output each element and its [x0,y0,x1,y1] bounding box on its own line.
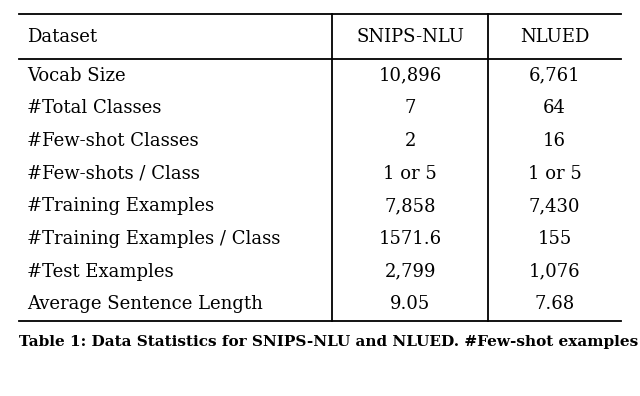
Text: 16: 16 [543,132,566,150]
Text: 6,761: 6,761 [529,67,580,85]
Text: 9.05: 9.05 [390,295,430,313]
Text: 10,896: 10,896 [379,67,442,85]
Text: #Training Examples / Class: #Training Examples / Class [27,230,280,248]
Text: 1,076: 1,076 [529,263,580,281]
Text: 1 or 5: 1 or 5 [383,165,437,183]
Text: 1 or 5: 1 or 5 [528,165,582,183]
Text: 155: 155 [538,230,572,248]
Text: NLUED: NLUED [520,28,589,46]
Text: 7,430: 7,430 [529,198,580,215]
Text: #Few-shot Classes: #Few-shot Classes [27,132,198,150]
Text: Vocab Size: Vocab Size [27,67,125,85]
Text: 7.68: 7.68 [534,295,575,313]
Text: #Test Examples: #Test Examples [27,263,173,281]
Text: 7,858: 7,858 [385,198,436,215]
Text: 2: 2 [404,132,416,150]
Text: Table 1: Data Statistics for SNIPS-NLU and NLUED. #Few-shot examples are exclude: Table 1: Data Statistics for SNIPS-NLU a… [19,335,640,348]
Text: 64: 64 [543,99,566,117]
Text: #Training Examples: #Training Examples [27,198,214,215]
Text: 2,799: 2,799 [385,263,436,281]
Text: 1571.6: 1571.6 [379,230,442,248]
Text: Average Sentence Length: Average Sentence Length [27,295,263,313]
Text: Dataset: Dataset [27,28,97,46]
Text: SNIPS-NLU: SNIPS-NLU [356,28,464,46]
Text: #Few-shots / Class: #Few-shots / Class [27,165,200,183]
Text: #Total Classes: #Total Classes [27,99,161,117]
Text: 7: 7 [404,99,416,117]
